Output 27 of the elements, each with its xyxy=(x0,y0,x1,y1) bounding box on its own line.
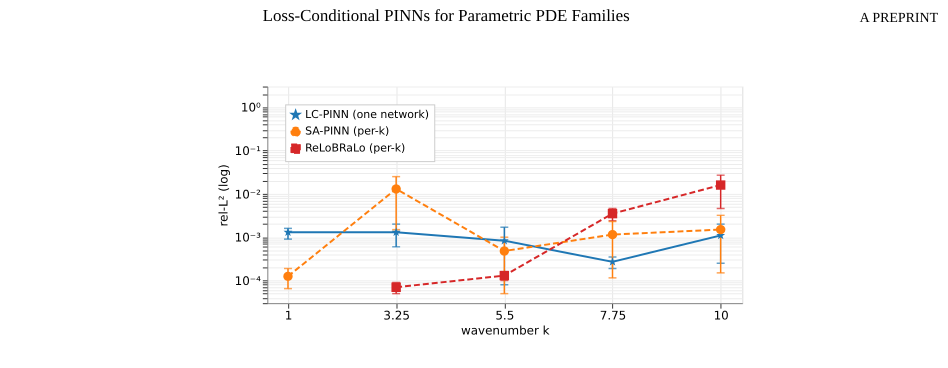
x-axis-title: wavenumber k xyxy=(461,323,550,338)
legend-label: SA-PINN (per-k) xyxy=(305,124,390,138)
x-tick-label: 10 xyxy=(714,308,729,323)
y-tick-label: 10⁻² xyxy=(234,187,262,202)
point xyxy=(716,224,726,234)
x-tick-label: 1 xyxy=(284,308,292,323)
y-tick-label: 10⁻¹ xyxy=(234,144,262,158)
x-tick-label: 7.75 xyxy=(600,308,626,323)
point xyxy=(284,228,292,236)
legend-label: ReLoBRaLo (per-k) xyxy=(305,142,406,155)
point xyxy=(716,180,726,190)
text: A PREPRINT xyxy=(860,10,939,26)
y-tick-label: 10⁰ xyxy=(240,100,262,115)
y-tick-label: 10⁻³ xyxy=(234,230,262,245)
point xyxy=(392,228,401,236)
point xyxy=(283,272,293,282)
point xyxy=(608,230,618,240)
x-tick-label: 3.25 xyxy=(383,308,410,323)
point xyxy=(608,208,618,218)
y-axis-title: rel-L² (log) xyxy=(216,164,231,226)
chart-title: Loss-Conditional PINNs for Parametric PDE Families xyxy=(262,6,630,25)
legend-label: LC-PINN (one network) xyxy=(305,108,430,121)
x-tick-label: 5.5 xyxy=(495,308,514,323)
point xyxy=(391,184,401,194)
point xyxy=(391,282,401,292)
point xyxy=(500,246,510,256)
y-tick-label: 10⁻⁴ xyxy=(234,274,262,288)
